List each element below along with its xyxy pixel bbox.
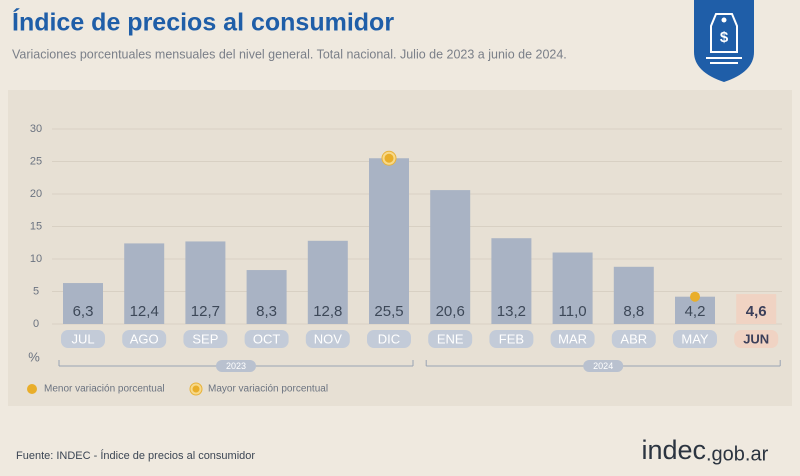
y-tick-label: 10 [30,253,42,265]
x-tick-label: MAY [681,331,709,346]
x-tick-label: ABR [620,331,647,346]
value-label: 4,2 [685,303,706,320]
x-tick-label: NOV [314,331,343,346]
bar [185,241,226,324]
value-label: 25,5 [374,303,403,320]
bar [369,158,409,324]
year-pill [583,360,624,372]
year-label: 2023 [226,361,246,371]
value-label: 8,3 [256,303,277,320]
subtitle: Variaciones porcentuales mensuales del n… [12,47,567,61]
year-label: 2024 [593,361,613,371]
value-label: 6,3 [73,303,94,320]
bar [430,190,471,324]
category-pill [489,330,534,348]
min-marker [690,291,700,302]
x-tick-label: OCT [253,331,281,346]
bar [736,294,777,324]
bar [63,283,103,324]
value-label: 11,0 [559,303,587,320]
bar [613,266,654,324]
legend-min: Menor variación porcentual [44,384,165,395]
category-pill [183,330,228,348]
value-label: 8,8 [623,303,644,320]
x-tick-label: FEB [499,331,524,346]
y-tick-label: 30 [30,123,42,135]
category-pill [550,330,595,348]
bar [124,243,165,324]
category-pill [367,330,411,348]
logo-icon: $ [694,0,754,82]
category-pill [428,330,473,348]
x-tick-label: JUL [71,331,94,346]
value-label: 13,2 [497,303,526,320]
source: Fuente: INDEC - Índice de precios al con… [16,449,255,462]
y-tick-label: 25 [30,155,42,167]
y-tick-label: 0 [33,318,39,330]
year-pill [216,360,256,372]
svg-text:$: $ [720,29,729,46]
legend-max-swatch [192,385,200,393]
bar [552,252,593,324]
y-tick-label: 5 [33,285,39,297]
category-pill [61,330,105,348]
value-label: 12,8 [313,303,342,320]
bar [307,240,348,324]
x-tick-label: AGO [130,331,159,346]
legend-max: Mayor variación porcentual [208,384,328,395]
x-tick-label: DIC [378,331,400,346]
logo-main: indec [641,435,706,465]
x-tick-label: MAR [558,331,587,346]
x-tick-label: ENE [437,331,464,346]
category-pill [611,330,656,348]
y-tick-label: 20 [30,188,42,200]
bar [491,238,532,324]
legend-min-swatch [27,384,37,394]
title: Índice de precios al consumidor [12,8,394,37]
category-pill [244,330,289,348]
max-marker [384,153,394,163]
value-label: 4,6 [746,303,767,320]
value-label: 12,7 [191,303,220,320]
y-tick-label: 15 [30,220,42,232]
category-pill [305,330,350,348]
value-label: 20,6 [436,303,465,320]
category-pill [673,330,717,348]
category-pill [734,330,779,348]
x-tick-label: SEP [192,331,218,346]
bar [246,270,287,324]
value-label: 12,4 [130,303,159,320]
category-pill [122,330,167,348]
logo-suffix: .gob.ar [706,443,769,465]
y-unit: % [28,349,40,364]
x-tick-label: JUN [743,331,769,346]
